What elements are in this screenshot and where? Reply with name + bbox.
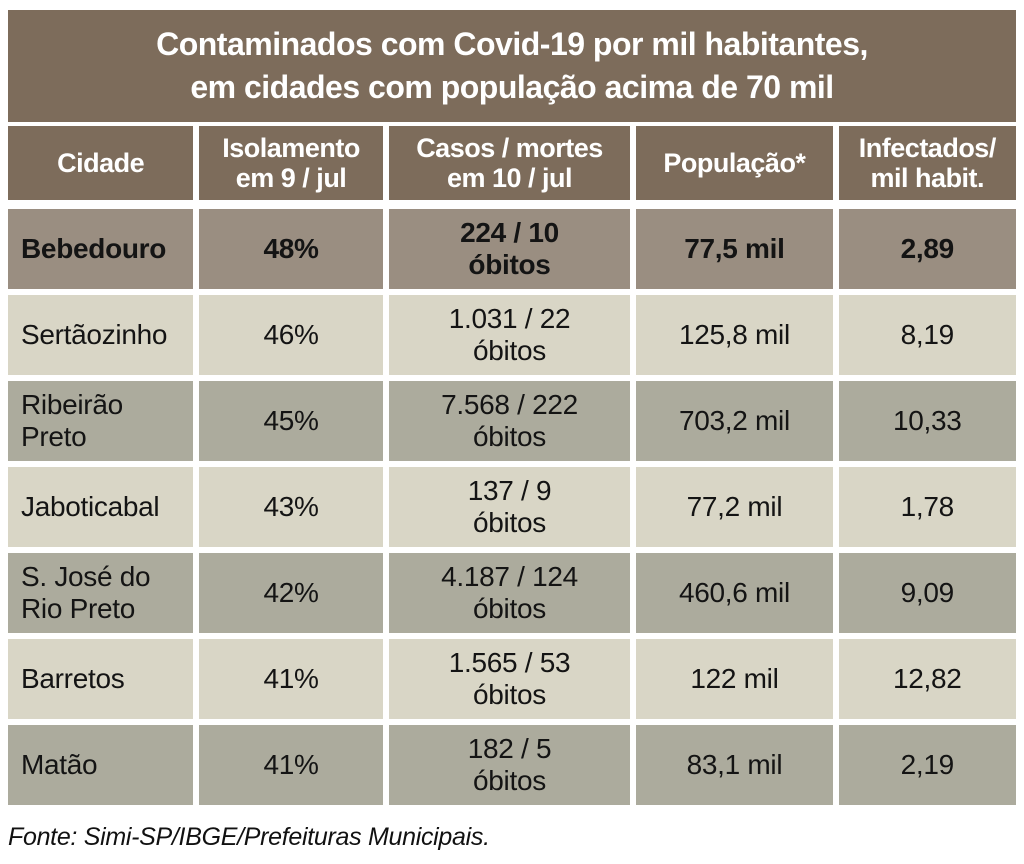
title-line-1: Contaminados com Covid-19 por mil habita… xyxy=(156,25,868,62)
table-row-s-jose-do-rio-preto: S. José do Rio Preto 42% 4.187 / 124 óbi… xyxy=(8,553,1016,633)
isolation-cell: 48% xyxy=(199,209,383,289)
infected-rate-cell: 2,89 xyxy=(838,209,1016,289)
isolation-cell: 42% xyxy=(199,553,383,633)
population-cell: 83,1 mil xyxy=(636,725,833,805)
column-header-casos: Casos / mortes em 10 / jul xyxy=(388,126,631,200)
city-cell: Matão xyxy=(8,725,194,805)
infographic-table: Contaminados com Covid-19 por mil habita… xyxy=(8,10,1016,811)
city-cell: Bebedouro xyxy=(8,209,194,289)
cases-deaths-cell: 4.187 / 124 óbitos xyxy=(388,553,631,633)
isolation-cell: 41% xyxy=(199,639,383,719)
infected-rate-cell: 2,19 xyxy=(838,725,1016,805)
population-cell: 460,6 mil xyxy=(636,553,833,633)
isolation-cell: 46% xyxy=(199,295,383,375)
isolation-cell: 41% xyxy=(199,725,383,805)
infected-rate-cell: 9,09 xyxy=(838,553,1016,633)
isolation-cell: 45% xyxy=(199,381,383,461)
table-title-band: Contaminados com Covid-19 por mil habita… xyxy=(8,10,1016,122)
city-cell: S. José do Rio Preto xyxy=(8,553,194,633)
source-note: Fonte: Simi-SP/IBGE/Prefeituras Municipa… xyxy=(8,823,490,851)
column-header-infectados: Infectados/ mil habit. xyxy=(838,126,1016,200)
isolation-cell: 43% xyxy=(199,467,383,547)
column-header-isolamento: Isolamento em 9 / jul xyxy=(199,126,383,200)
population-cell: 125,8 mil xyxy=(636,295,833,375)
population-cell: 77,5 mil xyxy=(636,209,833,289)
column-header-cidade: Cidade xyxy=(8,126,194,200)
table-row-jaboticabal: Jaboticabal 43% 137 / 9 óbitos 77,2 mil … xyxy=(8,467,1016,547)
infected-rate-cell: 12,82 xyxy=(838,639,1016,719)
infected-rate-cell: 10,33 xyxy=(838,381,1016,461)
city-cell: Sertãozinho xyxy=(8,295,194,375)
population-cell: 703,2 mil xyxy=(636,381,833,461)
cases-deaths-cell: 7.568 / 222 óbitos xyxy=(388,381,631,461)
cases-deaths-cell: 137 / 9 óbitos xyxy=(388,467,631,547)
infected-rate-cell: 1,78 xyxy=(838,467,1016,547)
cases-deaths-cell: 1.565 / 53 óbitos xyxy=(388,639,631,719)
city-cell: Barretos xyxy=(8,639,194,719)
cases-deaths-cell: 224 / 10 óbitos xyxy=(388,209,631,289)
table-row-sertaozinho: Sertãozinho 46% 1.031 / 22 óbitos 125,8 … xyxy=(8,295,1016,375)
table-row-ribeirao-preto: Ribeirão Preto 45% 7.568 / 222 óbitos 70… xyxy=(8,381,1016,461)
cases-deaths-cell: 182 / 5 óbitos xyxy=(388,725,631,805)
cases-deaths-cell: 1.031 / 22 óbitos xyxy=(388,295,631,375)
table-row-barretos: Barretos 41% 1.565 / 53 óbitos 122 mil 1… xyxy=(8,639,1016,719)
title-line-2: em cidades com população acima de 70 mil xyxy=(190,69,834,105)
infected-rate-cell: 8,19 xyxy=(838,295,1016,375)
population-cell: 122 mil xyxy=(636,639,833,719)
table-row-bebedouro: Bebedouro 48% 224 / 10 óbitos 77,5 mil 2… xyxy=(8,209,1016,289)
table-row-matao: Matão 41% 182 / 5 óbitos 83,1 mil 2,19 xyxy=(8,725,1016,805)
column-header-row: Cidade Isolamento em 9 / jul Casos / mor… xyxy=(8,126,1016,200)
city-cell: Ribeirão Preto xyxy=(8,381,194,461)
city-cell: Jaboticabal xyxy=(8,467,194,547)
column-header-populacao: População* xyxy=(636,126,833,200)
population-cell: 77,2 mil xyxy=(636,467,833,547)
